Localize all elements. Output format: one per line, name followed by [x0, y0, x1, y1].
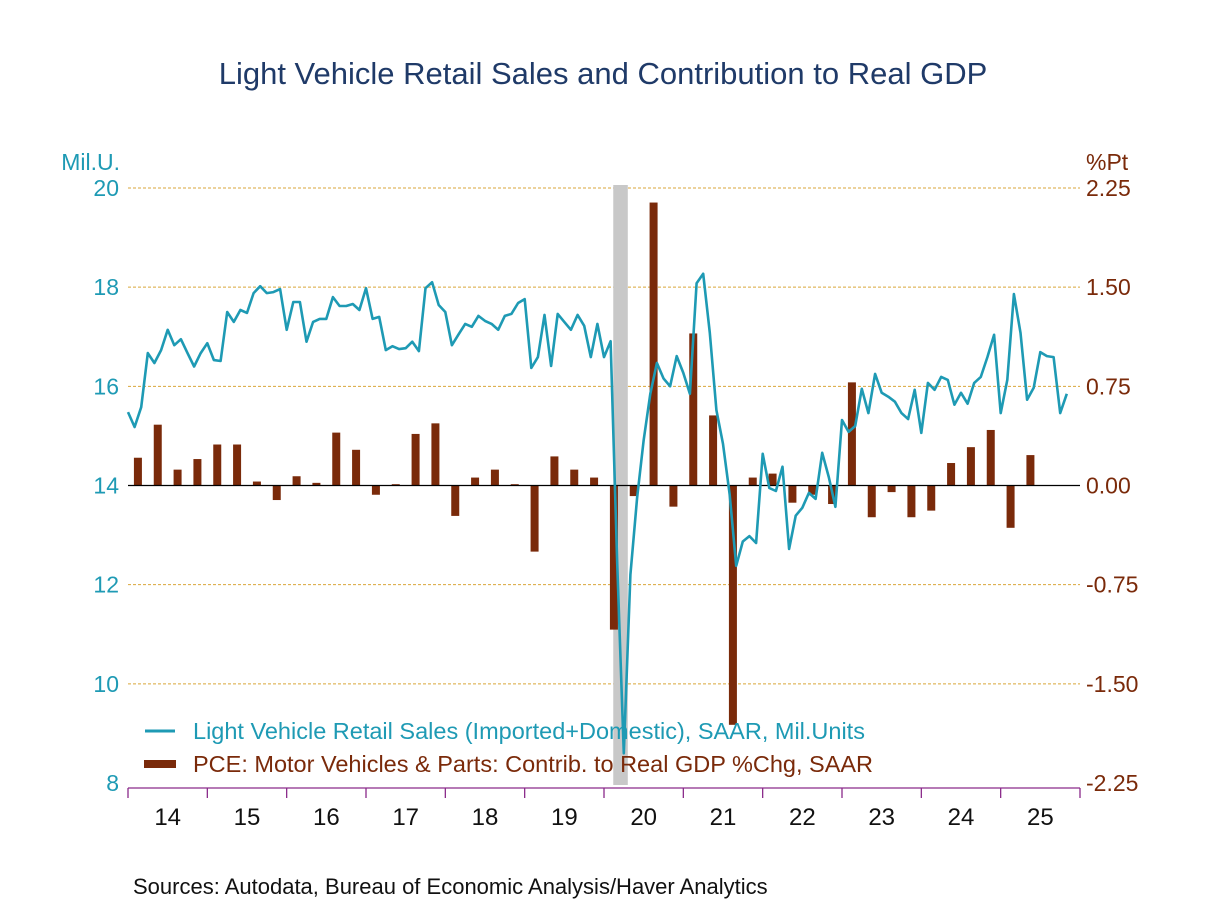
bar: [986, 429, 995, 486]
line-series: [126, 272, 1069, 755]
chart-title: Light Vehicle Retail Sales and Contribut…: [219, 56, 988, 91]
bar: [530, 485, 539, 552]
right-tick-label: -2.25: [1086, 770, 1138, 796]
x-tick-label: 20: [630, 804, 657, 831]
bar: [312, 482, 321, 486]
right-tick-label: -1.50: [1086, 671, 1138, 697]
right-tick-label: -0.75: [1086, 572, 1138, 598]
left-tick-label: 8: [106, 770, 119, 796]
legend-label-line: Light Vehicle Retail Sales (Imported+Dom…: [193, 718, 865, 744]
bar: [332, 432, 341, 486]
bar: [490, 469, 499, 486]
bar: [847, 382, 856, 486]
left-tick-label: 16: [93, 373, 119, 399]
bar: [451, 485, 460, 516]
bar: [510, 484, 519, 486]
bar: [471, 477, 480, 486]
x-tick-label: 16: [313, 804, 340, 831]
left-tick-label: 18: [93, 274, 119, 300]
x-tick-label: 22: [789, 804, 816, 831]
x-tick-label: 19: [551, 804, 578, 831]
bar: [947, 463, 956, 486]
bar: [748, 477, 757, 486]
left-tick-label: 20: [93, 175, 119, 201]
bar: [193, 459, 202, 486]
bar: [808, 485, 817, 495]
bar: [709, 415, 718, 486]
bar: [550, 456, 559, 486]
x-tick-label: 15: [234, 804, 261, 831]
source-note: Sources: Autodata, Bureau of Economic An…: [133, 874, 768, 899]
left-tick-label: 10: [93, 671, 119, 697]
bar: [411, 433, 420, 486]
bar: [153, 424, 162, 486]
bar: [213, 444, 222, 486]
x-tick-label: 24: [948, 804, 975, 831]
bar: [629, 485, 638, 497]
bar: [371, 485, 380, 495]
bar: [728, 485, 737, 725]
right-axis: 2.25 1.50 0.75 0.00 -0.75 -1.50 -2.25: [1086, 175, 1138, 796]
bar: [431, 423, 440, 486]
bar: [292, 476, 301, 486]
right-tick-label: 1.50: [1086, 274, 1131, 300]
bar: [133, 457, 142, 486]
bar: [649, 202, 658, 486]
bar: [788, 485, 797, 503]
left-tick-label: 14: [93, 473, 119, 499]
bar-series: [133, 202, 1035, 725]
bar: [966, 447, 975, 486]
bar: [272, 485, 281, 501]
bar: [173, 469, 182, 486]
right-tick-label: 2.25: [1086, 175, 1131, 201]
bar: [669, 485, 678, 507]
bar: [352, 449, 361, 486]
bar: [252, 481, 261, 486]
x-tick-label: 17: [392, 804, 419, 831]
gridlines: [128, 187, 1080, 685]
bar: [570, 469, 579, 486]
bar: [391, 484, 400, 486]
legend: Light Vehicle Retail Sales (Imported+Dom…: [144, 718, 873, 777]
bar: [590, 477, 599, 486]
x-tick-label: 14: [154, 804, 181, 831]
bar: [768, 473, 777, 486]
bar: [1026, 455, 1035, 486]
bar: [887, 485, 896, 493]
x-tick-label: 18: [472, 804, 499, 831]
bar: [907, 485, 916, 518]
bar: [867, 485, 876, 518]
right-axis-unit-label: %Pt: [1086, 149, 1129, 175]
bar: [927, 485, 936, 511]
x-tick-label: 25: [1027, 804, 1054, 831]
left-tick-label: 12: [93, 572, 119, 598]
left-axis: 20 18 16 14 12 10 8: [93, 175, 119, 796]
x-tick-label: 21: [710, 804, 737, 831]
x-tick-label: 23: [868, 804, 895, 831]
bar: [609, 485, 618, 630]
bar: [689, 333, 698, 486]
legend-label-bar: PCE: Motor Vehicles & Parts: Contrib. to…: [193, 751, 873, 777]
x-axis: 14 15 16 17 18 19 20 21 22 23 24 25: [127, 787, 1081, 831]
bar: [1006, 485, 1015, 528]
bar: [233, 444, 242, 486]
left-axis-unit-label: Mil.U.: [61, 149, 120, 175]
right-tick-label: 0.75: [1086, 373, 1131, 399]
right-tick-label: 0.00: [1086, 473, 1131, 499]
legend-bar-swatch: [144, 760, 176, 768]
